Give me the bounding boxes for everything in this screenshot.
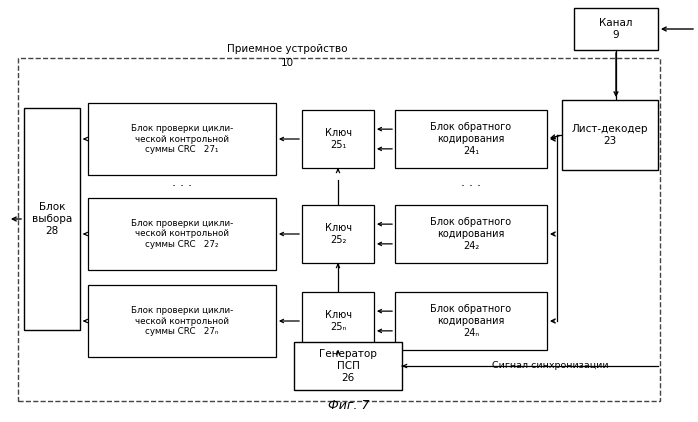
Bar: [88, 103, 276, 175]
Bar: [302, 292, 374, 350]
Bar: [18, 58, 660, 401]
Bar: [395, 110, 547, 168]
Bar: [302, 205, 374, 263]
Text: Лист-декодер
23: Лист-декодер 23: [572, 124, 648, 146]
Bar: [395, 292, 547, 350]
Bar: [562, 100, 658, 170]
Text: Блок обратного
кодирования
24ₙ: Блок обратного кодирования 24ₙ: [431, 304, 512, 338]
Bar: [574, 8, 658, 50]
Text: Фиг. 7: Фиг. 7: [328, 399, 370, 412]
Bar: [294, 342, 402, 390]
Text: · · ·: · · ·: [172, 180, 192, 193]
Text: Сигнал синхронизации: Сигнал синхронизации: [492, 362, 609, 371]
Text: · · ·: · · ·: [461, 180, 481, 193]
Text: Приемное устройство: Приемное устройство: [228, 44, 348, 54]
Text: Ключ
25₂: Ключ 25₂: [325, 223, 352, 245]
Text: Канал
9: Канал 9: [600, 18, 633, 40]
Text: Блок проверки цикли-
ческой контрольной
суммы CRC   27ₙ: Блок проверки цикли- ческой контрольной …: [131, 306, 233, 336]
Text: Блок
выбора
28: Блок выбора 28: [32, 202, 72, 236]
Text: Генератор
ПСП
26: Генератор ПСП 26: [319, 349, 377, 383]
Text: Блок проверки цикли-
ческой контрольной
суммы CRC   27₂: Блок проверки цикли- ческой контрольной …: [131, 219, 233, 249]
Bar: [302, 110, 374, 168]
Text: Блок обратного
кодирования
24₁: Блок обратного кодирования 24₁: [431, 122, 512, 156]
Bar: [88, 198, 276, 270]
Bar: [88, 285, 276, 357]
Text: Блок проверки цикли-
ческой контрольной
суммы CRC   27₁: Блок проверки цикли- ческой контрольной …: [131, 124, 233, 154]
Text: Блок обратного
кодирования
24₂: Блок обратного кодирования 24₂: [431, 217, 512, 251]
Text: Ключ
25ₙ: Ключ 25ₙ: [325, 310, 352, 332]
Text: 10: 10: [281, 58, 294, 68]
Text: Ключ
25₁: Ключ 25₁: [325, 128, 352, 150]
Bar: [24, 108, 80, 330]
Bar: [395, 205, 547, 263]
